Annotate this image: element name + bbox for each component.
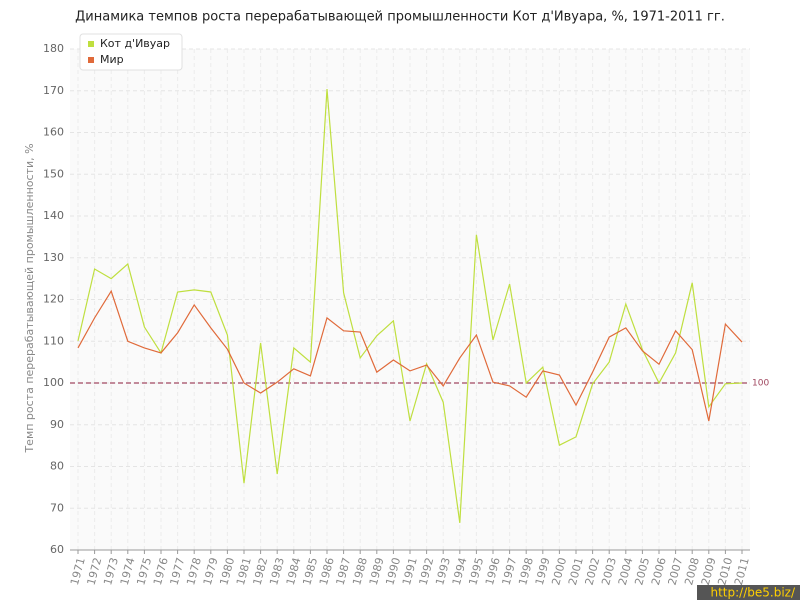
watermark: http://be5.biz/ [710,586,795,600]
y-tick-label: 70 [50,501,64,514]
chart-title: Динамика темпов роста перерабатывающей п… [75,10,725,25]
y-tick-label: 80 [50,460,64,473]
y-tick-label: 150 [43,167,64,180]
legend-swatch [88,41,94,47]
legend-label: Мир [100,53,124,66]
reference-label: 100 [752,379,769,389]
series-line [77,289,743,422]
legend-swatch [88,57,94,63]
y-tick-label: 100 [43,376,64,389]
y-tick-label: 180 [43,42,64,55]
y-tick-label: 160 [43,126,64,139]
y-tick-label: 90 [50,418,64,431]
y-tick-label: 130 [43,251,64,264]
watermark-bg [697,585,800,600]
y-tick-label: 120 [43,293,64,306]
y-tick-label: 170 [43,84,64,97]
y-tick-label: 60 [50,543,64,556]
legend-box [79,33,183,71]
legend-label: Кот д'Ивуар [100,37,170,50]
y-tick-label: 110 [43,334,64,347]
series-line [77,89,743,523]
y-tick-label: 140 [43,209,64,222]
y-axis-label: Темп роста перерабатывающей промышленнос… [23,143,36,453]
